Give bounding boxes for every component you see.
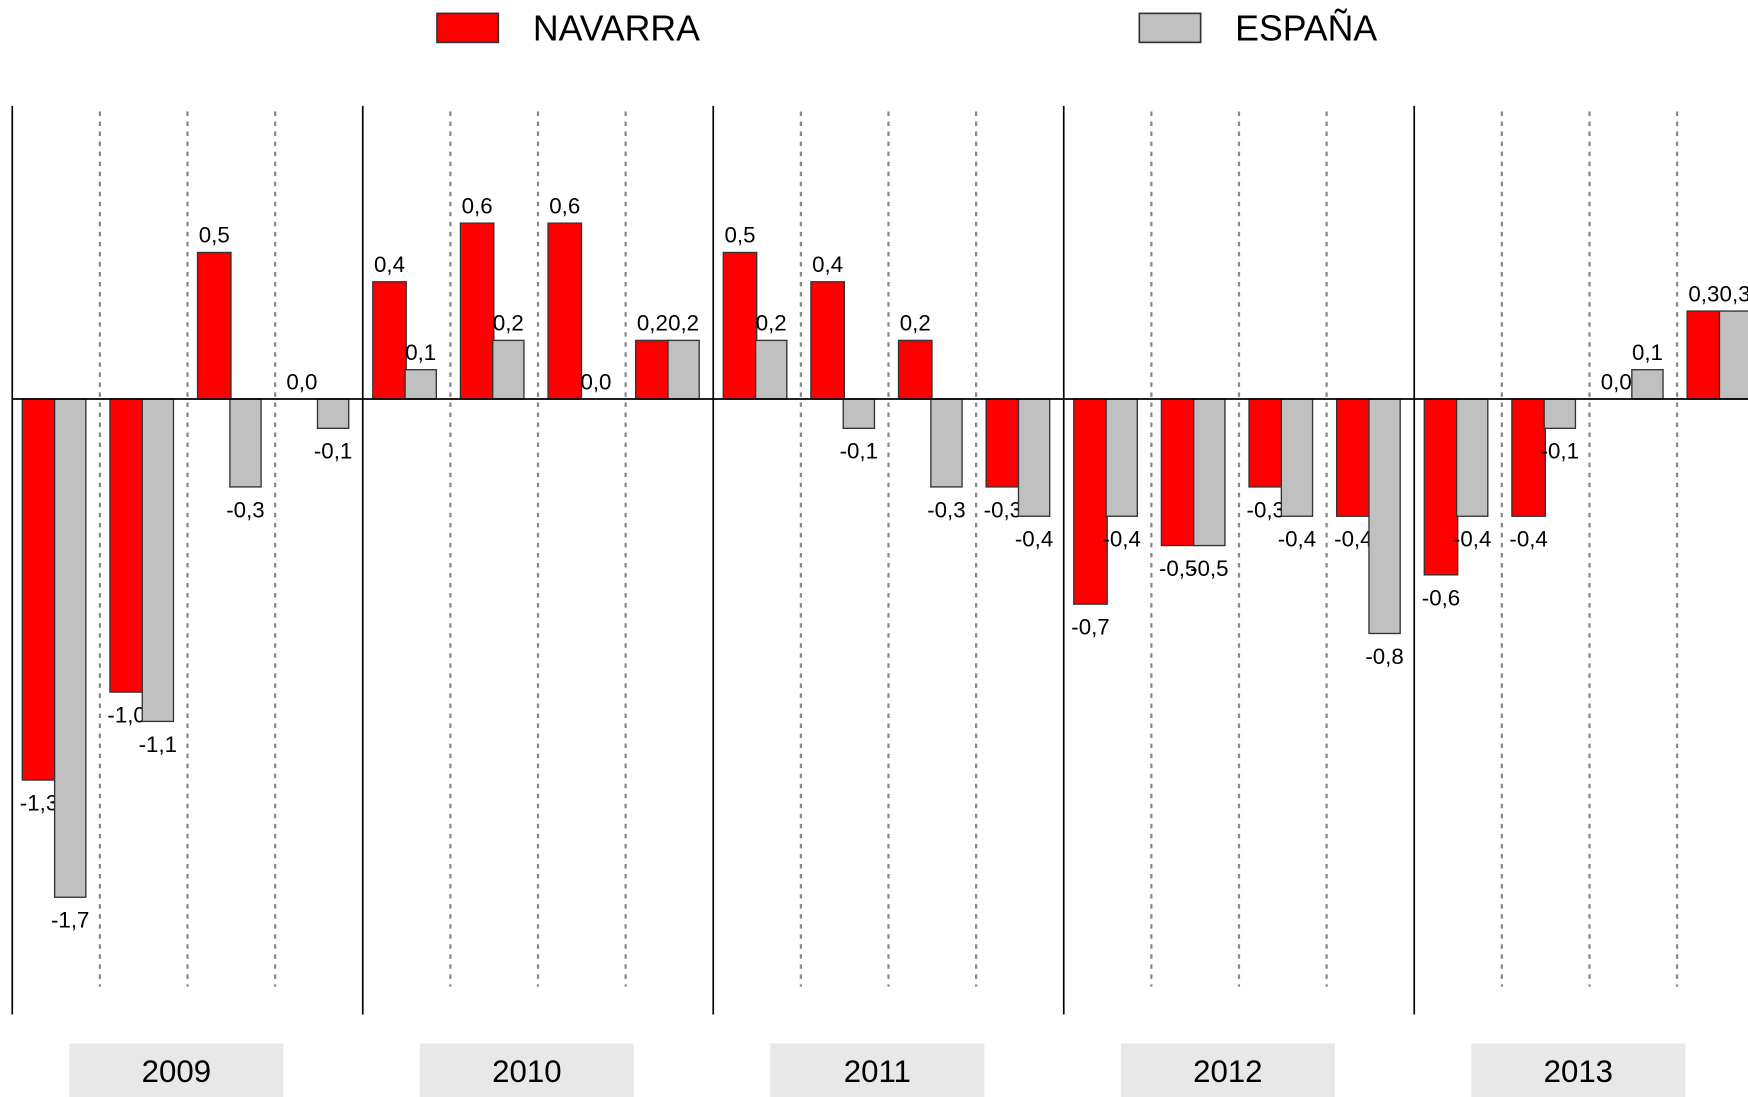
value-label: -0,5 [1190, 556, 1228, 581]
value-label: -0,5 [1159, 556, 1197, 581]
value-label: -0,6 [1422, 585, 1460, 610]
value-label: -1,1 [139, 732, 177, 757]
value-label: -0,3 [984, 497, 1022, 522]
bar [141, 398, 175, 723]
bar [229, 398, 262, 488]
value-label: -0,3 [1247, 497, 1285, 522]
bar [21, 398, 57, 781]
value-label: -0,4 [1334, 527, 1372, 552]
bar [1543, 398, 1577, 429]
bar [810, 281, 846, 400]
bar [1017, 398, 1051, 517]
value-label: 0,5 [199, 223, 230, 248]
bar [1423, 398, 1459, 576]
bar [634, 339, 670, 400]
value-label: -0,4 [1453, 527, 1491, 552]
year-label-box [770, 1043, 985, 1097]
value-label: -0,4 [1278, 527, 1316, 552]
bar [897, 339, 933, 400]
legend-swatch [436, 12, 500, 44]
bar [1718, 310, 1748, 400]
value-label: 0,6 [462, 193, 493, 218]
value-label: 0,6 [549, 193, 580, 218]
value-label: -0,4 [1509, 527, 1547, 552]
value-label: 0,5 [725, 223, 756, 248]
value-label: 0,3 [1688, 281, 1719, 306]
value-label: 0,2 [493, 311, 524, 336]
year-label-box [1120, 1043, 1335, 1097]
bar [985, 398, 1021, 488]
value-label: 0,2 [637, 311, 668, 336]
bar [842, 398, 876, 429]
bar [1455, 398, 1489, 517]
value-label: 0,2 [756, 311, 787, 336]
value-label: -0,8 [1365, 644, 1403, 669]
year-label-box [1471, 1043, 1686, 1097]
bar [196, 251, 232, 400]
bar [1073, 398, 1108, 605]
bar [754, 339, 788, 400]
legend-swatch [1138, 12, 1202, 44]
value-label: -0,4 [1015, 527, 1053, 552]
value-label: -0,7 [1071, 615, 1109, 640]
value-label: -0,3 [927, 497, 965, 522]
bar [1631, 369, 1664, 400]
year-label-box [69, 1043, 284, 1097]
bar [459, 222, 495, 400]
value-label: 0,2 [668, 311, 699, 336]
value-label: 0,0 [286, 369, 317, 394]
legend-label: ESPAÑA [1235, 9, 1377, 49]
value-label: -0,4 [1103, 527, 1141, 552]
value-label: -1,3 [20, 790, 58, 815]
value-label: -0,3 [226, 497, 264, 522]
bar [1280, 398, 1314, 517]
bar [1160, 398, 1196, 547]
value-label: -1,7 [51, 908, 89, 933]
value-label: 0,3 [1720, 281, 1748, 306]
bar [1686, 310, 1722, 400]
bar [547, 222, 583, 400]
value-label: -0,1 [314, 439, 352, 464]
value-label: 0,4 [374, 252, 405, 277]
bar [404, 369, 437, 400]
year-label: 2009 [142, 1054, 211, 1089]
bar [667, 339, 700, 400]
bar [722, 251, 758, 400]
bar [316, 398, 350, 429]
year-label-box [419, 1043, 634, 1097]
bar [1368, 398, 1401, 635]
bar [1105, 398, 1138, 517]
bar [53, 398, 87, 898]
bar [1511, 398, 1546, 517]
year-label: 2012 [1193, 1054, 1262, 1089]
value-label: -1,0 [107, 703, 145, 728]
value-label: 0,1 [405, 340, 436, 365]
bar [930, 398, 963, 488]
bar [1335, 398, 1371, 517]
bar [109, 398, 145, 693]
year-label: 2011 [844, 1054, 911, 1089]
value-label: -0,1 [1541, 439, 1579, 464]
year-label: 2013 [1544, 1054, 1613, 1089]
value-label: 0,0 [580, 369, 611, 394]
value-label: 0,4 [812, 252, 843, 277]
value-label: 0,0 [1601, 369, 1632, 394]
legend-label: NAVARRA [533, 9, 700, 49]
bar [1193, 398, 1226, 547]
value-label: 0,2 [900, 311, 931, 336]
value-label: -0,1 [840, 439, 878, 464]
bar [492, 339, 525, 400]
value-label: 0,1 [1632, 340, 1663, 365]
bar [1248, 398, 1284, 488]
year-label: 2010 [492, 1054, 561, 1089]
bar [372, 281, 407, 400]
